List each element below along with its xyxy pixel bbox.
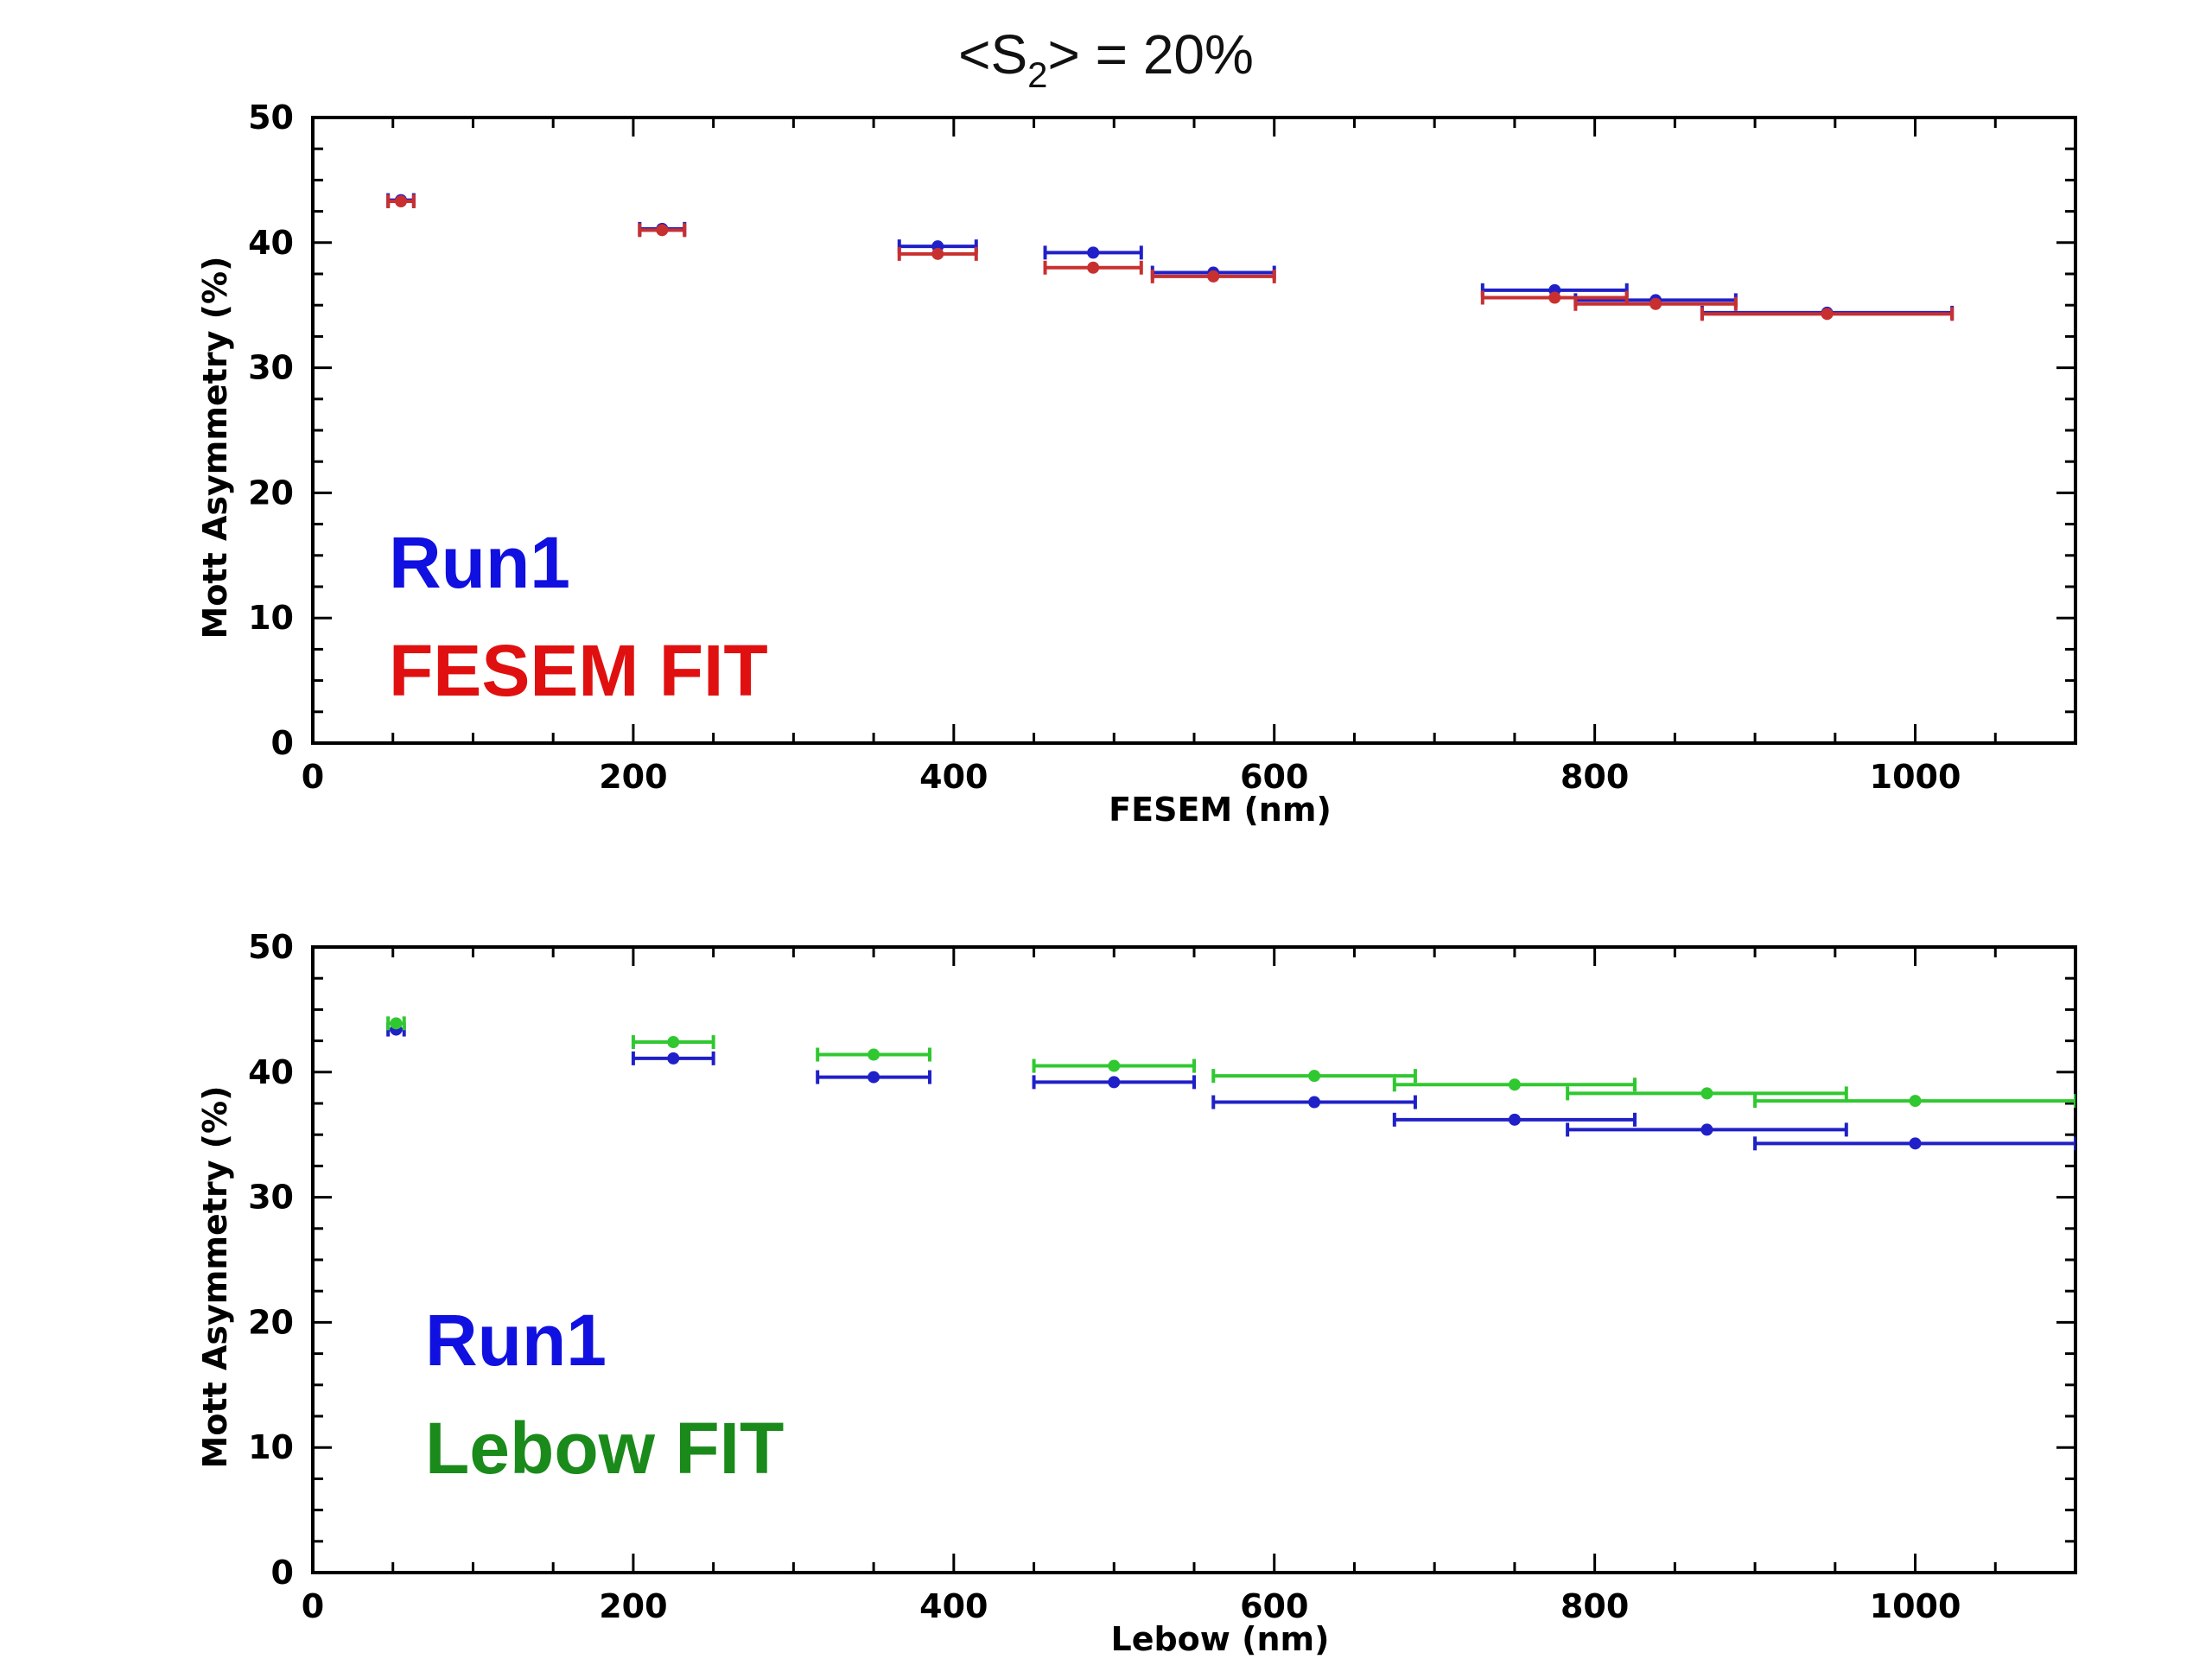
- data-point: [1700, 1087, 1713, 1100]
- series-fesem-fit: [386, 194, 1955, 321]
- data-point: [1308, 1096, 1321, 1109]
- legend-label: FESEM FIT: [389, 630, 768, 711]
- x-tick-label: 400: [919, 758, 988, 796]
- y-tick-label: 50: [248, 99, 294, 137]
- y-tick-label: 40: [248, 224, 294, 262]
- data-point: [1108, 1076, 1121, 1089]
- series-run1: [386, 1022, 2075, 1151]
- data-point: [931, 247, 944, 260]
- x-tick-label: 200: [599, 1587, 667, 1625]
- data-point: [1821, 308, 1834, 321]
- legend-label: Run1: [425, 1300, 607, 1381]
- y-tick-label: 0: [271, 1554, 294, 1592]
- data-point: [1087, 261, 1100, 274]
- series-run1: [386, 193, 1955, 320]
- x-tick-label: 800: [1560, 1587, 1629, 1625]
- data-point: [868, 1048, 880, 1061]
- data-point: [1508, 1113, 1521, 1126]
- data-point: [1508, 1078, 1521, 1091]
- x-tick-label: 1000: [1870, 758, 1961, 796]
- data-point: [1087, 246, 1100, 259]
- y-tick-label: 30: [248, 1179, 294, 1217]
- y-tick-label: 40: [248, 1053, 294, 1091]
- data-point: [1108, 1059, 1121, 1072]
- legend-label: Run1: [389, 522, 570, 603]
- data-point: [1649, 297, 1662, 310]
- x-axis-label: FESEM (nm): [1109, 791, 1332, 829]
- data-point: [667, 1036, 680, 1049]
- x-axis-label: Lebow (nm): [1110, 1620, 1329, 1658]
- y-tick-label: 50: [248, 928, 294, 966]
- x-tick-label: 800: [1560, 758, 1629, 796]
- data-point: [395, 195, 407, 208]
- series-lebow-fit: [386, 1016, 2075, 1109]
- x-tick-label: 400: [919, 1587, 988, 1625]
- data-point: [667, 1052, 680, 1065]
- x-tick-label: 1000: [1870, 1587, 1961, 1625]
- x-tick-label: 200: [599, 758, 667, 796]
- y-tick-label: 20: [248, 474, 294, 512]
- data-point: [656, 224, 669, 237]
- lebow-chart: 0 200 400 600 800 1000 0 10 20 30 40 50 Lebow (nm) Mo…: [196, 928, 2077, 1658]
- chart-title: <S2> = 20%: [958, 23, 1254, 95]
- data-point: [868, 1071, 880, 1084]
- y-tick-label: 30: [248, 349, 294, 387]
- data-point: [1909, 1137, 1922, 1150]
- data-point: [390, 1017, 403, 1030]
- data-point: [1700, 1123, 1713, 1136]
- x-tick-label: 600: [1240, 1587, 1308, 1625]
- y-axis-label: Mott Asymmetry (%): [196, 257, 234, 639]
- data-point: [1207, 270, 1220, 283]
- data-point: [1308, 1070, 1321, 1083]
- y-tick-label: 10: [248, 1428, 294, 1466]
- y-tick-label: 20: [248, 1303, 294, 1341]
- fesem-chart: 0 200 400 600 800 1000 0 10 20 30 40 50 FESEM (nm) Mo…: [196, 99, 2077, 829]
- data-point: [1548, 291, 1561, 304]
- x-tick-label: 0: [302, 758, 324, 796]
- data-point: [1909, 1095, 1922, 1108]
- y-tick-label: 10: [248, 599, 294, 637]
- y-tick-label: 0: [271, 724, 294, 762]
- legend-label: Lebow FIT: [425, 1408, 784, 1489]
- x-tick-label: 600: [1240, 758, 1308, 796]
- x-tick-label: 0: [302, 1587, 324, 1625]
- y-axis-label: Mott Asymmetry (%): [196, 1086, 234, 1469]
